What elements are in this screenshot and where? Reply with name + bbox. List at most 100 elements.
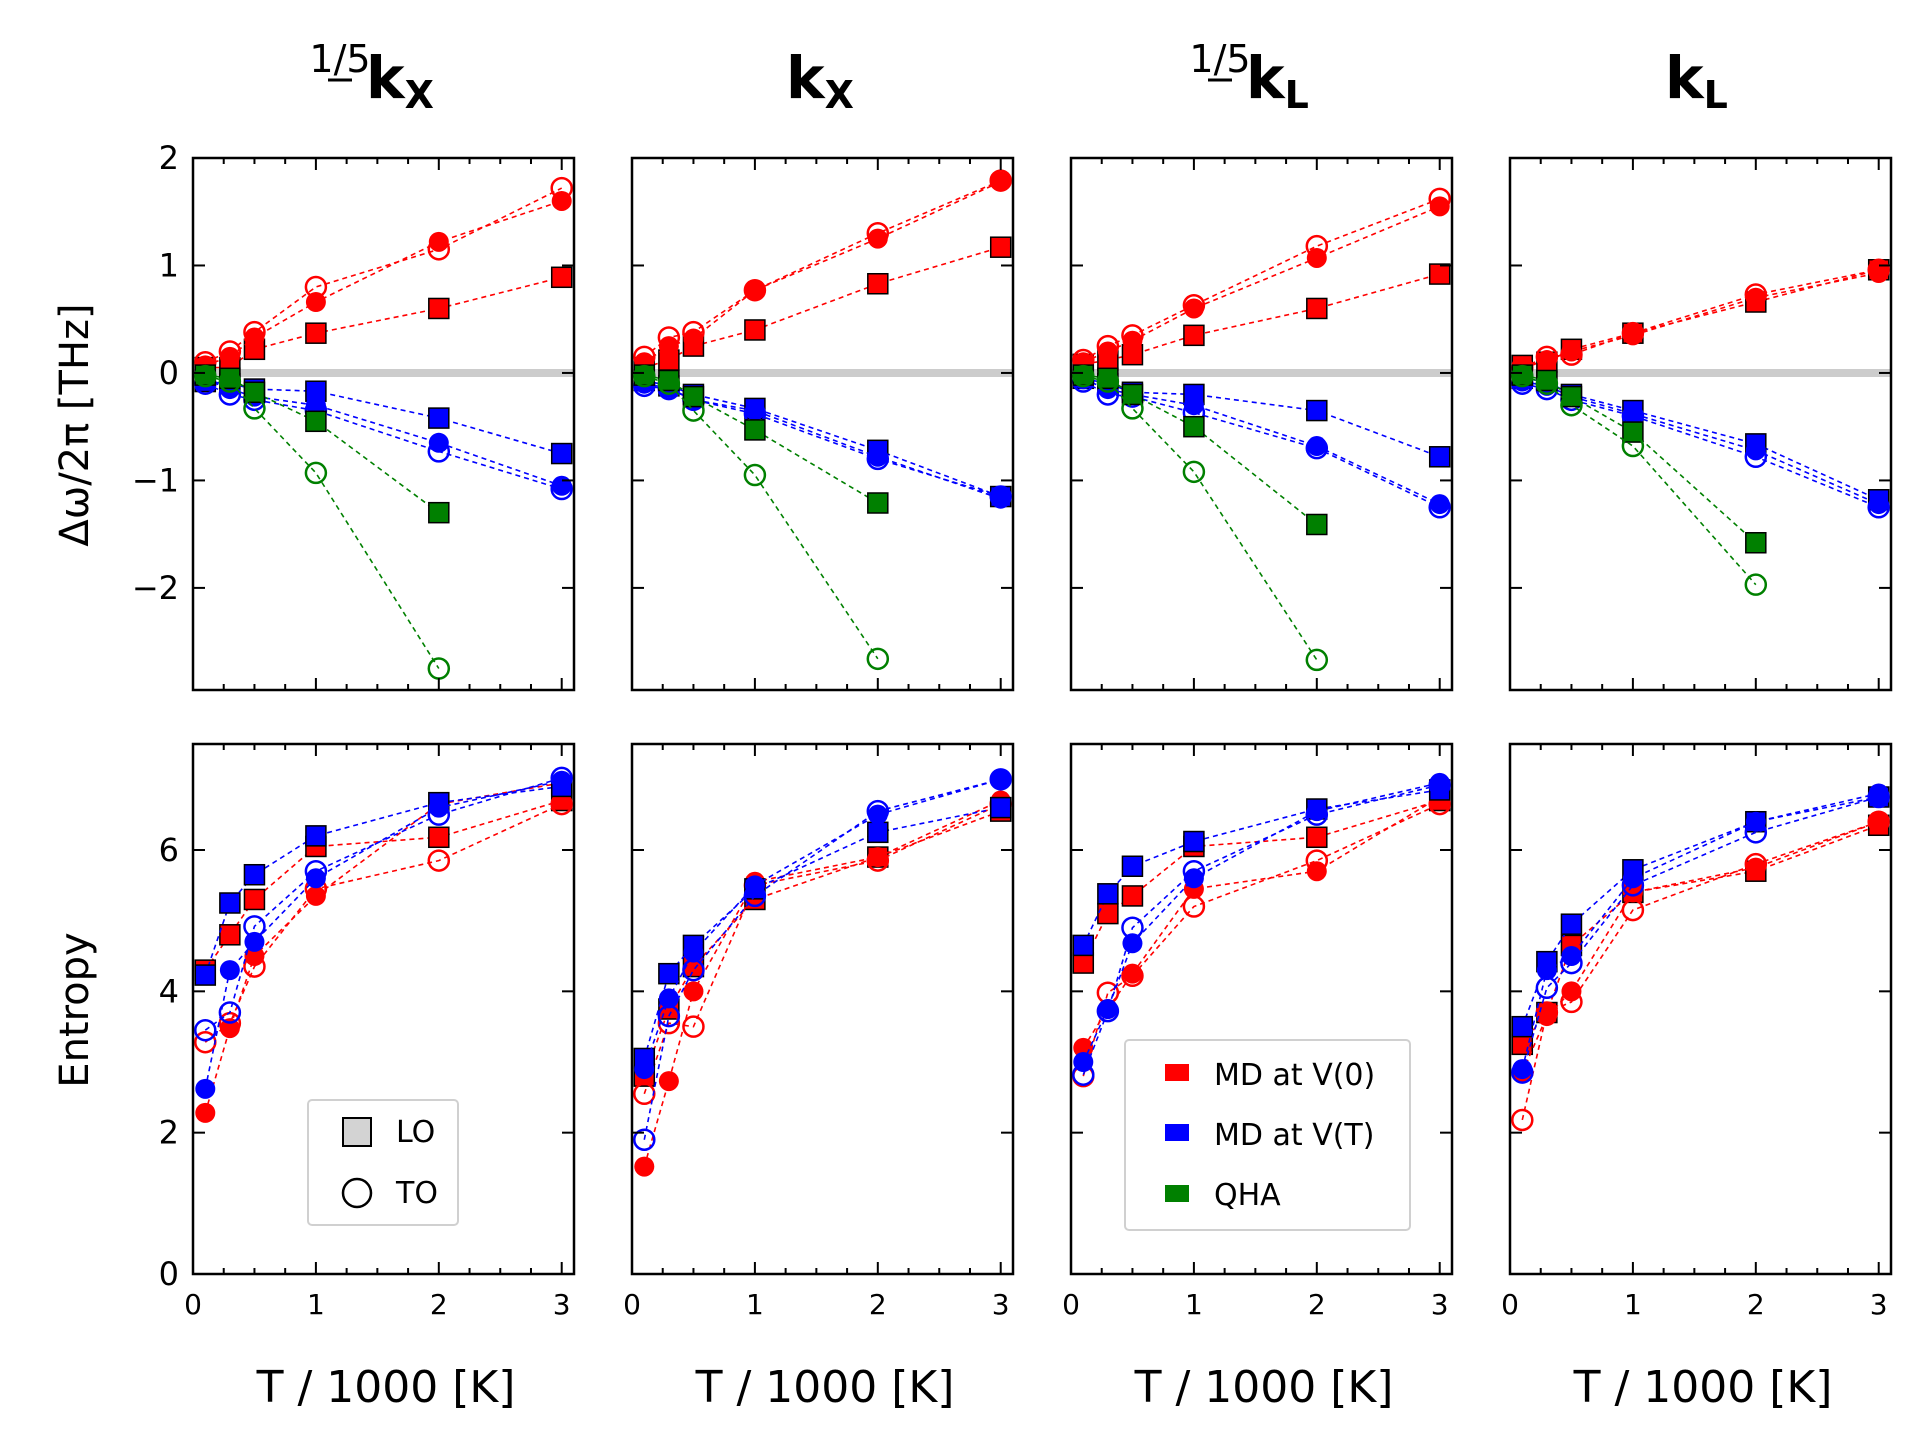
series-line-5 [643, 778, 1001, 1070]
legend-lo-label: LO [396, 1115, 435, 1150]
data-point-square [867, 821, 889, 844]
data-point-circle [218, 370, 242, 393]
panel-entropy-kX: 0 1 2 3 [623, 742, 1015, 1321]
legend-v0-label: MD at V(0) [1214, 1058, 1375, 1093]
data-point-square [305, 322, 327, 344]
legend-to-label: TO [395, 1176, 438, 1211]
data-point-dot [1868, 494, 1889, 515]
data-point-dot [1122, 933, 1143, 954]
data-point-dot [1429, 494, 1450, 515]
column-title-4-sub: L [1704, 73, 1728, 117]
data-point-square [1121, 855, 1144, 878]
panel-shift-1/5kL [1069, 156, 1454, 692]
data-point-circle [1072, 364, 1095, 388]
panel-shift-kX [630, 156, 1015, 692]
data-point-dot [990, 769, 1011, 790]
data-point-square [1428, 446, 1451, 468]
data-point-dot [744, 400, 765, 421]
x-tick-label: 0 [1062, 1288, 1080, 1321]
data-point-circle [1182, 460, 1206, 484]
x-tick-label: 3 [553, 1288, 571, 1321]
panel-entropy-1/5kX: 0 2 4 6 0 1 2 3 [159, 742, 576, 1321]
data-point-square [428, 407, 450, 429]
x-tick-label: 2 [430, 1288, 448, 1321]
legend-vt-swatch [1165, 1124, 1189, 1141]
data-point-dot [428, 432, 449, 453]
column-title-2: kX [786, 44, 854, 117]
data-point-dot [1097, 341, 1118, 362]
series-line-4 [643, 778, 1001, 1140]
y-tick-label: −2 [132, 569, 179, 607]
data-point-dot [1536, 350, 1557, 371]
svg-text:kL: kL [1246, 44, 1309, 117]
axes-frame [191, 742, 576, 1276]
series-line-3 [643, 806, 1001, 1059]
data-point-dot [305, 292, 326, 313]
data-point-dot [305, 868, 326, 889]
y-tick-label: 1 [159, 246, 179, 284]
data-point-dot [867, 804, 888, 825]
data-point-square [1121, 885, 1144, 907]
data-point-square [1183, 830, 1205, 853]
y-tick-label: 0 [159, 354, 179, 392]
data-point-square [989, 796, 1012, 819]
column-title-1-main: k [366, 44, 406, 112]
data-point-square [219, 892, 241, 914]
data-point-circle [1535, 372, 1559, 395]
data-point-dot [195, 1078, 216, 1099]
data-point-dot [1429, 772, 1450, 793]
data-point-dot [658, 1071, 679, 1092]
xlabel-2: T / 1000 [K] [695, 1362, 955, 1413]
data-point-dot [683, 942, 704, 963]
data-point-dot [219, 346, 240, 367]
x-tick-label: 0 [623, 1288, 641, 1321]
series-line-4 [1082, 380, 1441, 509]
y-tick-label: 0 [159, 1255, 179, 1293]
data-point-circle [1096, 370, 1120, 393]
panel-entropy-1/5kL: 0 1 2 3 [1062, 742, 1454, 1321]
data-point-dot [1622, 403, 1643, 424]
data-point-dot [551, 190, 572, 211]
data-point-square [1072, 934, 1095, 957]
series-line-5 [204, 779, 562, 1090]
data-point-dot [1745, 287, 1766, 308]
column-title-3-prefix: 1/5 [1189, 37, 1250, 81]
data-point-dot [1745, 857, 1766, 878]
column-title-1: 1/5 kX [309, 37, 433, 117]
data-point-dot [551, 770, 572, 791]
data-point-dot [658, 336, 679, 357]
data-point-square [1745, 532, 1767, 554]
xlabel-4: T / 1000 [K] [1573, 1362, 1833, 1413]
column-title-1-prefix: 1/5 [309, 37, 370, 81]
data-point-circle [1121, 397, 1144, 420]
data-point-dot [634, 1059, 655, 1080]
data-point-square [1306, 399, 1328, 422]
data-point-square [1183, 415, 1205, 438]
data-point-square [744, 419, 766, 441]
axes-frame [630, 742, 1015, 1276]
data-point-square [550, 266, 573, 289]
panel-shift-kL [1508, 156, 1893, 692]
data-point-square [1428, 263, 1451, 285]
y-tick-label: 4 [159, 972, 179, 1010]
data-point-dot [867, 847, 888, 868]
data-point-square [428, 297, 450, 320]
panel-shift-1/5kX: −2 −1 0 1 2 [132, 139, 576, 692]
data-point-square [867, 272, 889, 295]
axes-frame [1069, 742, 1454, 1276]
x-tick-label: 0 [184, 1288, 202, 1321]
data-point-dot [1868, 262, 1889, 283]
data-point-dot [1183, 298, 1204, 319]
data-point-dot [683, 981, 704, 1002]
data-point-dot [744, 875, 765, 896]
data-point-dot [1868, 811, 1889, 832]
x-tick-label: 0 [1501, 1288, 1519, 1321]
data-point-square [194, 964, 217, 986]
x-tick-label: 3 [1870, 1288, 1888, 1321]
data-point-circle [1560, 393, 1583, 417]
y-tick-label: 6 [159, 831, 179, 869]
series-line-4 [1082, 784, 1440, 1076]
panel-entropy-kL: 0 1 2 3 [1501, 742, 1893, 1321]
data-point-circle [866, 647, 890, 671]
